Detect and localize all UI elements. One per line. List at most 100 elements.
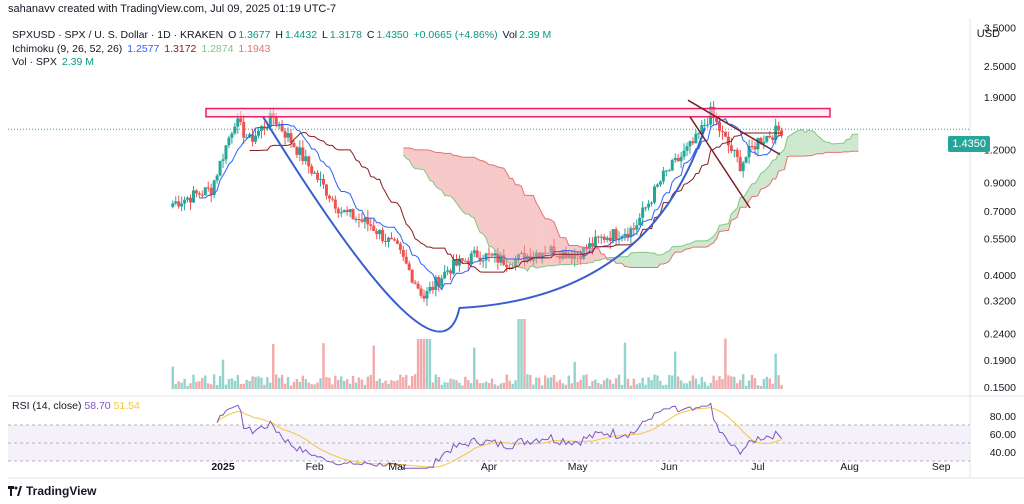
volume-bar xyxy=(555,381,559,389)
rsi-line xyxy=(216,402,782,469)
candle-body xyxy=(511,267,515,269)
candle-body xyxy=(398,243,402,250)
volume-bar xyxy=(283,383,287,389)
volume-bar xyxy=(405,374,408,389)
ichimoku-cloud xyxy=(678,246,682,253)
ichimoku-cloud xyxy=(527,195,531,272)
candle-body xyxy=(443,271,447,279)
price-tick: 0.1900 xyxy=(984,355,1016,367)
ichimoku-kijun: 1.3172 xyxy=(164,43,197,55)
rsi-legend[interactable]: RSI (14, close) 58.70 51.54 xyxy=(12,400,140,412)
price-tick: 0.7000 xyxy=(984,206,1016,218)
volume-bar xyxy=(650,380,653,389)
volume-bar xyxy=(280,374,284,389)
candle-body xyxy=(454,259,458,266)
wedge-upper-line xyxy=(687,99,781,156)
candle-body xyxy=(753,146,757,150)
volume-bar xyxy=(431,382,435,389)
volume-bar xyxy=(632,378,636,389)
volume-bar xyxy=(656,375,659,389)
candle-body xyxy=(700,125,704,134)
volume-bar xyxy=(665,384,668,389)
candle-body xyxy=(280,124,284,132)
volume-bar xyxy=(493,384,497,389)
ichimoku-cloud xyxy=(506,172,510,264)
volume-bar xyxy=(209,384,213,389)
ichimoku-cloud xyxy=(781,149,785,171)
ichimoku-cloud xyxy=(468,157,472,217)
volume-bar xyxy=(490,378,494,389)
ichimoku-cloud xyxy=(769,160,773,185)
ichimoku-legend[interactable]: Ichimoku (9, 26, 52, 26) 1.2577 1.3172 1… xyxy=(12,43,273,55)
ichimoku-cloud xyxy=(477,158,481,233)
candle-body xyxy=(664,170,668,172)
volume-bar xyxy=(543,375,547,389)
close-value: 1.4350 xyxy=(376,29,409,41)
ichimoku-cloud xyxy=(554,222,557,266)
volume-bar xyxy=(180,382,183,389)
volume-bar xyxy=(292,381,296,389)
candle-body xyxy=(487,253,491,255)
volume-bar xyxy=(736,383,739,389)
volume-bar xyxy=(452,379,455,389)
ichimoku-cloud xyxy=(834,143,838,153)
candle-body xyxy=(324,184,328,196)
candle-body xyxy=(301,147,305,162)
volume-bar xyxy=(328,377,331,389)
ichimoku-cloud xyxy=(533,195,537,269)
volume-bar xyxy=(750,374,754,389)
candle-body xyxy=(268,113,272,128)
candle-body xyxy=(339,212,343,214)
tradingview-logo[interactable]: TradingView xyxy=(8,484,96,498)
volume-bar xyxy=(676,376,680,389)
volume-bar xyxy=(576,382,579,389)
high-label: H xyxy=(275,29,283,41)
volume-bar xyxy=(611,383,615,389)
candle-body xyxy=(475,250,479,258)
candle-body xyxy=(715,117,719,123)
candle-body xyxy=(502,255,506,265)
ichimoku-cloud xyxy=(453,155,457,204)
candle-body xyxy=(389,237,393,240)
candle-body xyxy=(230,133,234,138)
candle-body xyxy=(206,187,210,189)
candle-body xyxy=(194,190,198,194)
volume-bar xyxy=(260,377,263,389)
candle-body xyxy=(330,198,334,200)
candle-body xyxy=(661,170,665,182)
ichimoku-cloud xyxy=(489,164,492,247)
candle-body xyxy=(289,133,293,143)
candle-body xyxy=(239,118,243,123)
candle-body xyxy=(215,175,219,181)
ichimoku-cloud xyxy=(737,197,741,218)
rsi-tick: 80.00 xyxy=(990,411,1016,423)
volume-bar xyxy=(591,380,594,389)
time-tick: Jun xyxy=(661,461,678,473)
candle-body xyxy=(729,145,733,152)
ichimoku-cloud xyxy=(814,131,818,155)
ichimoku-cloud xyxy=(713,232,717,243)
symbol-legend[interactable]: SPXUSD · SPX / U. S. Dollar · 1D · KRAKE… xyxy=(12,29,553,41)
volume-bar xyxy=(387,383,390,389)
candle-body xyxy=(180,203,184,207)
ichimoku-cloud xyxy=(820,137,823,154)
ichimoku-cloud xyxy=(512,178,516,267)
ichimoku-cloud xyxy=(633,252,637,268)
volume-bar xyxy=(756,385,760,389)
candle-body xyxy=(366,217,370,225)
volume-legend[interactable]: Vol · SPX 2.39 M xyxy=(12,56,96,68)
candle-body xyxy=(682,150,686,157)
currency-label[interactable]: USD xyxy=(976,28,1000,40)
current-price-label: 1.4350 xyxy=(948,136,990,152)
candle-body xyxy=(384,241,388,243)
ichimoku-cloud xyxy=(497,167,501,257)
ichimoku-cloud xyxy=(855,134,859,152)
volume-bar xyxy=(410,376,414,389)
candle-body xyxy=(233,126,237,134)
volume-bar xyxy=(212,374,216,389)
price-tick: 1.2000 xyxy=(984,145,1016,157)
volume-bar xyxy=(201,378,204,389)
ichimoku-cloud xyxy=(483,160,486,238)
volume-bar xyxy=(600,384,603,389)
